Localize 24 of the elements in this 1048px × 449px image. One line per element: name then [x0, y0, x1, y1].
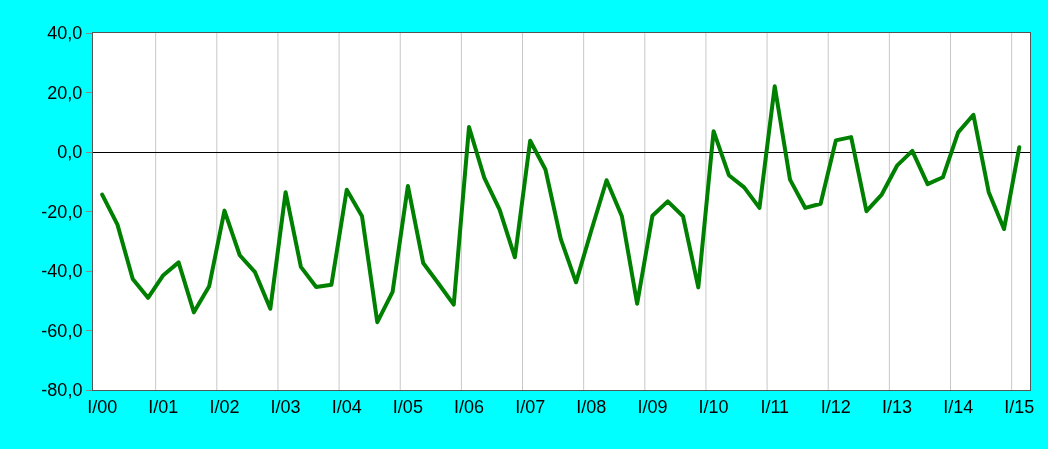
- y-tick-label: -20,0: [41, 201, 83, 222]
- line-series: [100, 84, 1022, 325]
- x-tick-label: I/14: [943, 396, 974, 417]
- x-tick-label: I/07: [515, 396, 546, 417]
- y-tick-label: 20,0: [47, 82, 83, 103]
- x-tick-label: I/10: [698, 396, 729, 417]
- x-tick-label: I/13: [882, 396, 913, 417]
- x-tick-label: I/12: [820, 396, 851, 417]
- x-tick-label: I/03: [270, 396, 301, 417]
- y-tick-label: -60,0: [41, 320, 83, 341]
- x-tick-label: I/06: [454, 396, 485, 417]
- y-tick-label: -40,0: [41, 261, 83, 282]
- x-tick-label: I/05: [392, 396, 423, 417]
- x-tick-label: I/08: [576, 396, 607, 417]
- y-tick-label: -80,0: [41, 380, 83, 401]
- x-tick-label: I/09: [637, 396, 668, 417]
- x-tick-label: I/01: [148, 396, 179, 417]
- y-tick-label: 40,0: [47, 23, 83, 44]
- y-tick-label: 0,0: [57, 142, 83, 163]
- x-tick-label: I/15: [1004, 396, 1035, 417]
- x-tick-label: I/02: [209, 396, 240, 417]
- x-tick-label: I/04: [331, 396, 362, 417]
- x-tick-label: I/11: [760, 396, 790, 417]
- x-tick-label: I/00: [87, 396, 118, 417]
